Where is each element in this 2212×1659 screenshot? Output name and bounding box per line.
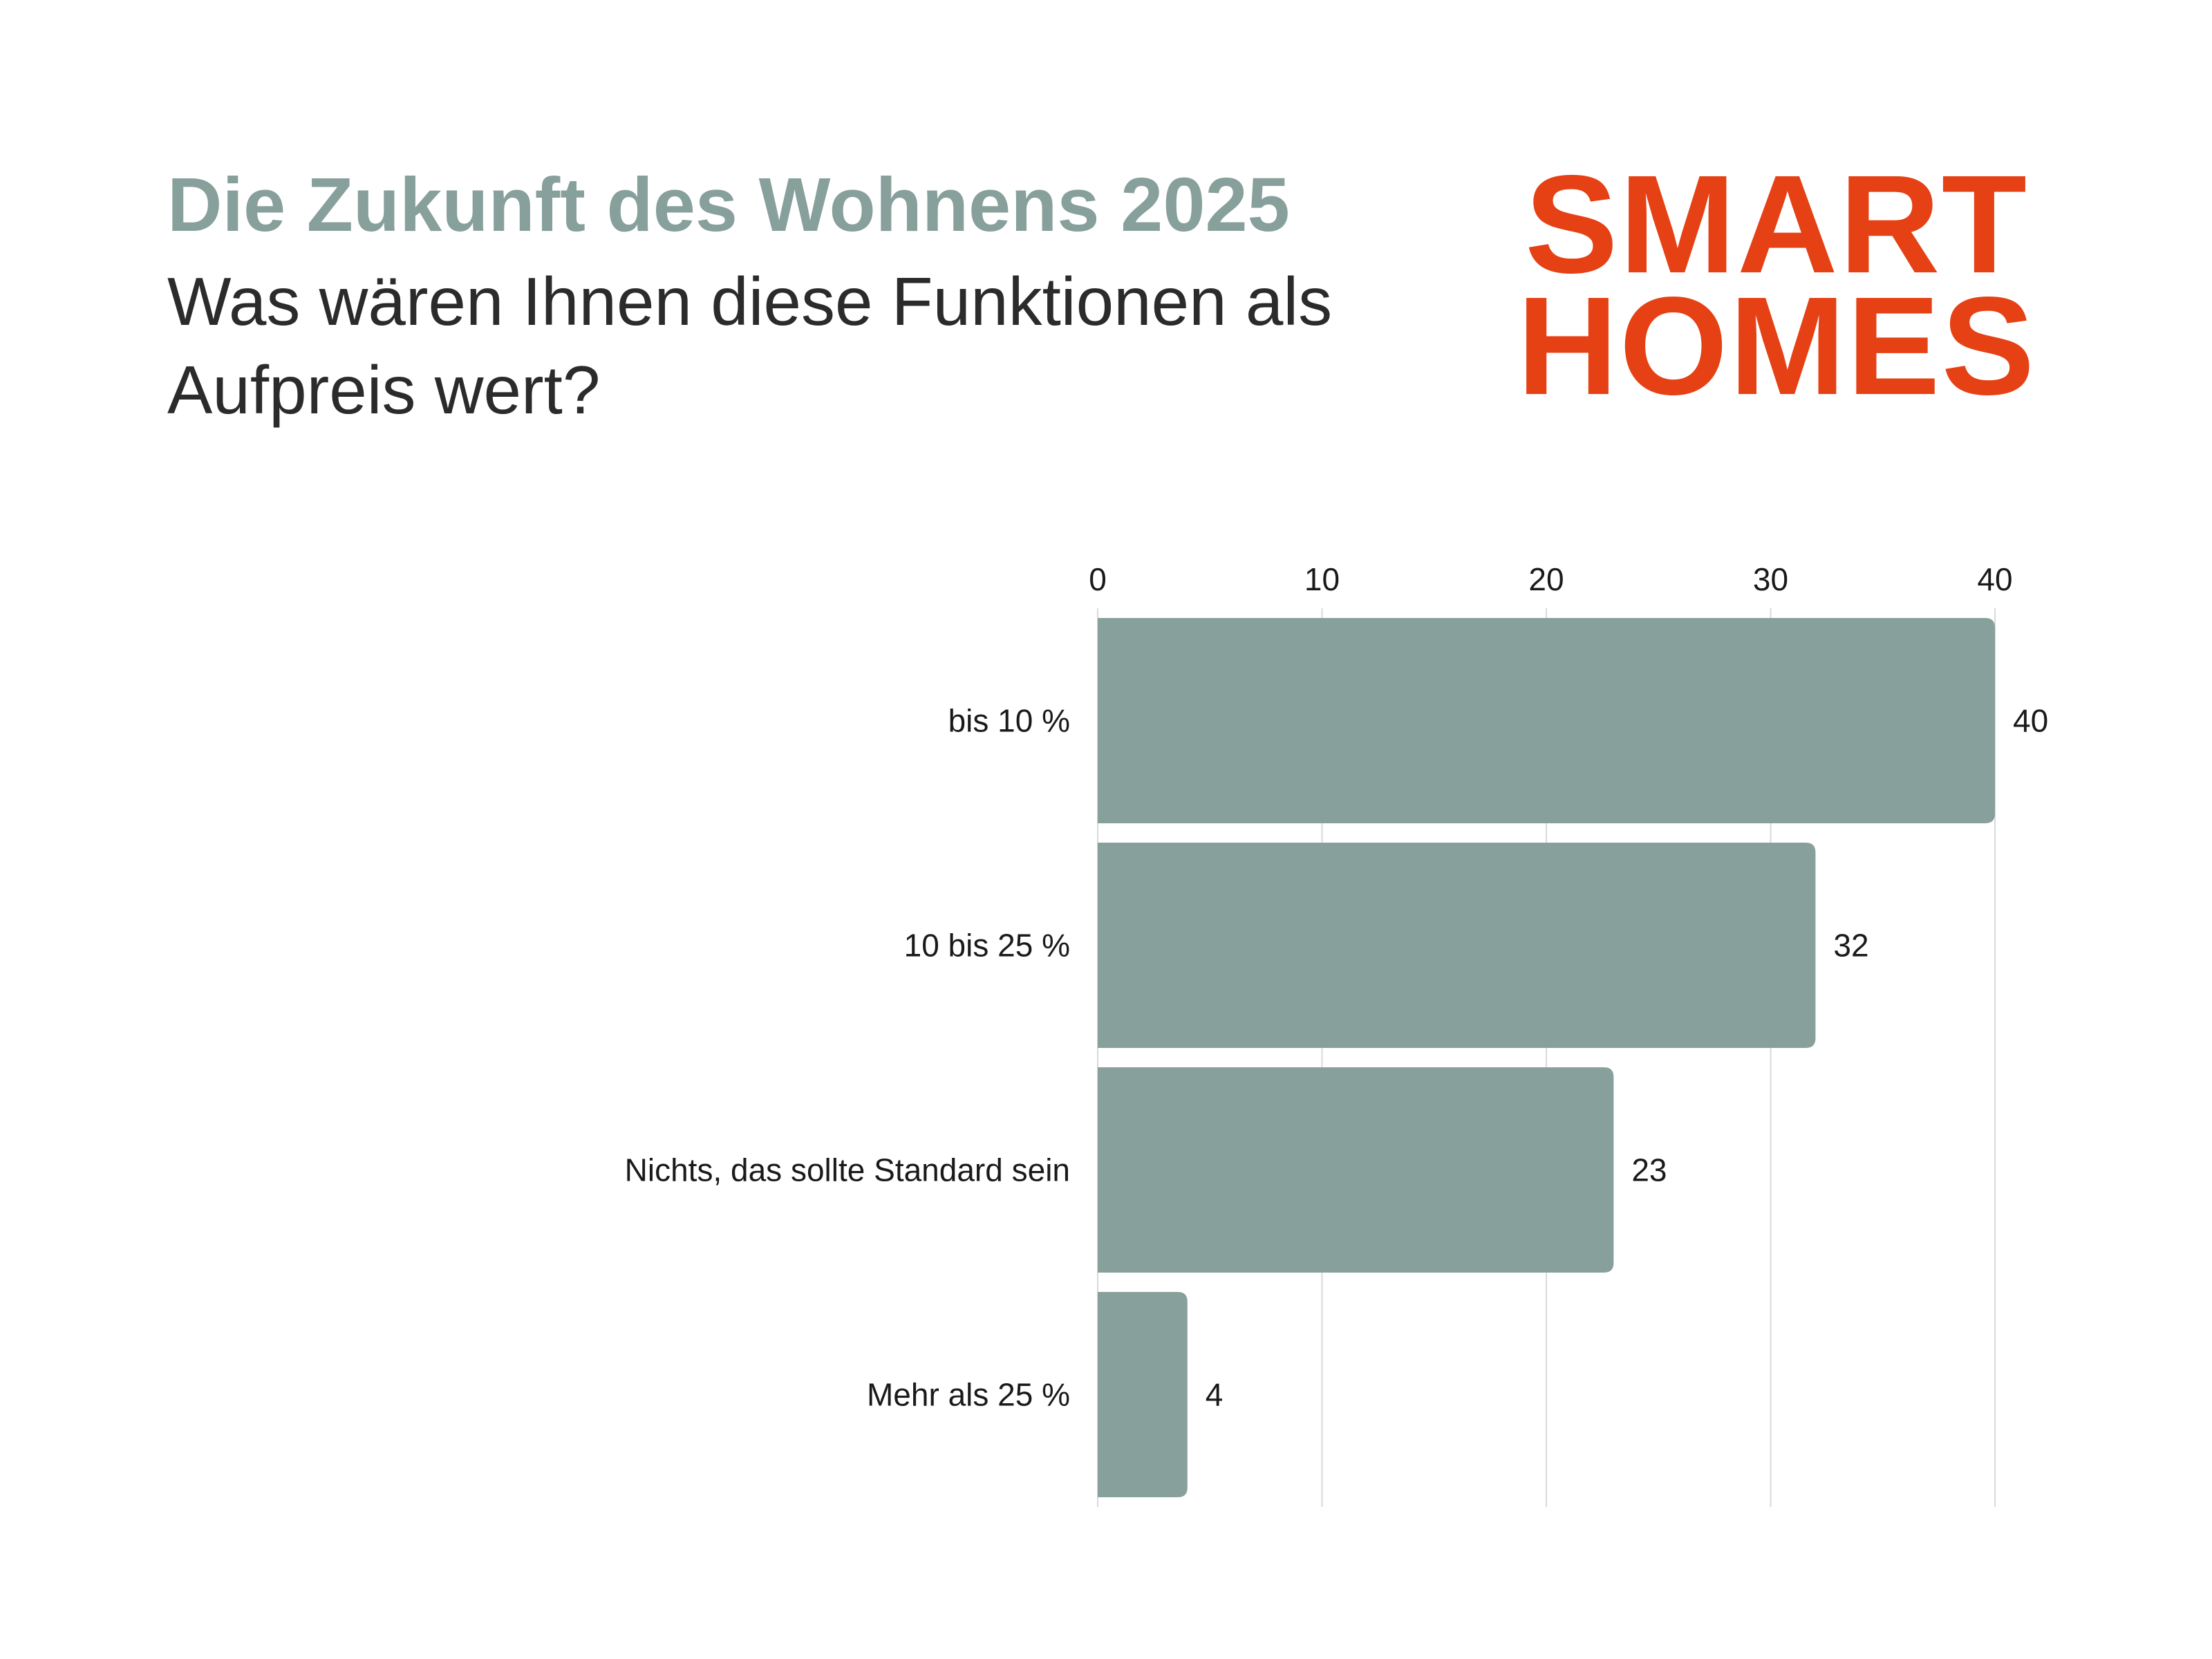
bar [1098,843,1816,1048]
bar [1098,1292,1188,1497]
category-label: Mehr als 25 % [867,1377,1070,1413]
chart-subtitle: Was wären Ihnen diese Funktionen als Auf… [167,263,1333,428]
bar [1098,618,1995,823]
x-tick-label: 40 [1977,561,2012,597]
category-label: Nichts, das sollte Standard sein [625,1152,1070,1188]
x-tick-label: 0 [1089,561,1107,597]
bar [1098,1067,1614,1273]
category-label: 10 bis 25 % [904,928,1070,964]
logo-line-2: HOMES [1517,268,2036,424]
data-label: 40 [2013,703,2048,739]
x-tick-label: 20 [1528,561,1564,597]
logo-line-1: SMART [1524,146,2029,302]
category-label: bis 10 % [948,703,1070,739]
chart-title: Die Zukunft des Wohnens 2025 [167,162,1290,247]
x-tick-label: 30 [1753,561,1788,597]
data-label: 23 [1631,1152,1667,1188]
data-label: 4 [1206,1377,1224,1413]
data-label: 32 [1833,928,1868,964]
smart-homes-logo: SMART HOMES [1493,146,2060,424]
x-tick-label: 10 [1304,561,1340,597]
